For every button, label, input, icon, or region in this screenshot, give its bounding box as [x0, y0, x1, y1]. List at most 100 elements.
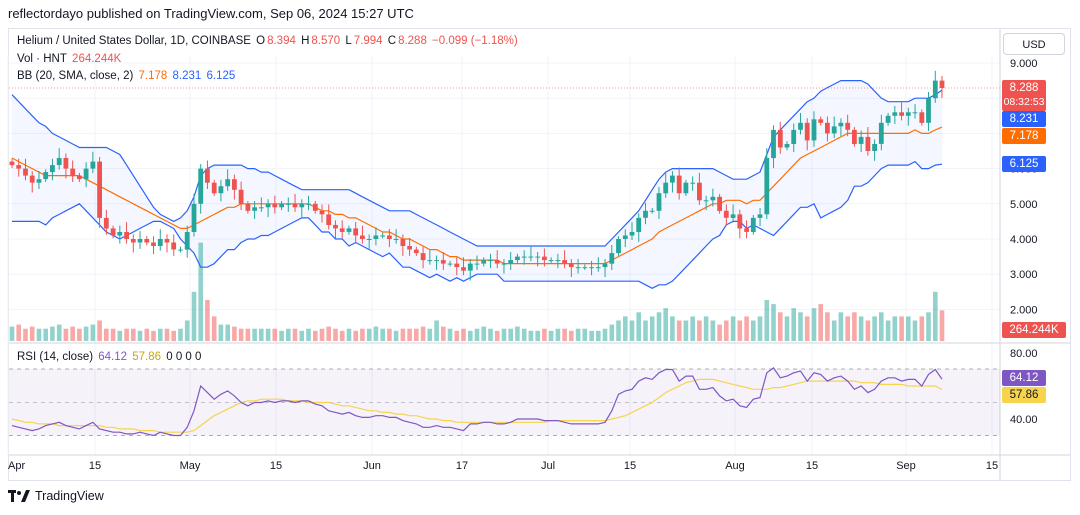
- bb-basis-tag: 7.178: [1002, 128, 1046, 144]
- candle-body: [110, 228, 116, 236]
- candle-body: [690, 182, 696, 184]
- candle-body: [43, 172, 49, 180]
- candle: [494, 250, 500, 269]
- candle: [103, 209, 109, 235]
- rsi-value: 64.12: [98, 351, 128, 363]
- candle: [501, 259, 507, 274]
- candle-body: [211, 182, 217, 194]
- volume-bar: [919, 316, 925, 341]
- volume-bar: [366, 328, 372, 341]
- volume-bar: [528, 330, 534, 342]
- candle: [643, 202, 648, 225]
- candle-body: [737, 214, 743, 229]
- volume-bar: [360, 328, 365, 341]
- candle-body: [380, 235, 386, 237]
- volume-bar: [724, 320, 729, 341]
- volume-bar: [380, 328, 385, 341]
- candle: [77, 172, 82, 182]
- candle-body: [777, 129, 783, 148]
- candle: [56, 148, 62, 170]
- time-tick-label: 17: [456, 460, 468, 472]
- candle-body: [872, 144, 877, 151]
- symbol-name[interactable]: Helium / United States Dollar, 1D, COINB…: [17, 35, 251, 47]
- volume-bar: [110, 328, 116, 341]
- close-value: 8.288: [398, 35, 427, 47]
- volume-bar: [555, 328, 561, 341]
- candle: [454, 257, 460, 276]
- rsi-tick-label: 40.00: [1010, 414, 1038, 426]
- volume-bar: [683, 320, 689, 341]
- bb-label[interactable]: BB (20, SMA, close, 2): [17, 70, 134, 82]
- volume-bar: [70, 326, 75, 341]
- volume-label[interactable]: Vol · HNT: [17, 53, 67, 65]
- volume-bar: [137, 330, 143, 342]
- candle: [97, 156, 102, 228]
- volume-bar: [50, 326, 55, 341]
- volume-bar: [104, 328, 109, 341]
- volume-bar: [400, 328, 406, 341]
- volume-bar: [63, 328, 69, 341]
- candle-body: [440, 260, 446, 264]
- candle-body: [205, 168, 210, 183]
- candle: [568, 259, 574, 278]
- volume-bar: [535, 330, 540, 342]
- tradingview-logo-icon[interactable]: [8, 490, 30, 502]
- volume-bar: [184, 320, 190, 341]
- volume-bar: [259, 328, 264, 341]
- candle-body: [333, 224, 338, 229]
- candle-body: [771, 129, 776, 159]
- rsi-pane: [9, 367, 1000, 437]
- candle: [144, 236, 150, 246]
- candle: [400, 234, 406, 256]
- candle: [508, 252, 514, 270]
- volume-bar: [838, 312, 844, 341]
- countdown-value: 08:32:53: [1003, 96, 1045, 108]
- volume-bar: [629, 320, 635, 341]
- candle-body: [750, 217, 756, 232]
- close-label: C: [387, 35, 397, 47]
- candle: [690, 176, 696, 191]
- candle: [427, 250, 433, 265]
- candle: [528, 246, 534, 262]
- volume-bar: [703, 316, 709, 341]
- volume-bar: [272, 328, 278, 341]
- footer-brand[interactable]: TradingView: [35, 489, 104, 503]
- candle-body: [878, 122, 884, 144]
- volume-bar: [454, 330, 460, 342]
- volume-bar: [29, 326, 35, 341]
- candle-body: [488, 260, 493, 262]
- volume-bar: [211, 316, 217, 341]
- last-price-value: 8.288: [1009, 82, 1039, 94]
- candle-body: [29, 175, 35, 183]
- volume-bar: [56, 324, 62, 341]
- volume-bar: [562, 328, 567, 341]
- rsi-label[interactable]: RSI (14, close): [17, 351, 94, 363]
- legend-volume-row: Vol · HNT 264.244K: [17, 53, 123, 65]
- candle-body: [818, 119, 824, 123]
- candle-body: [232, 179, 237, 190]
- volume-bar: [9, 326, 15, 341]
- time-tick-label: 15: [624, 460, 636, 472]
- candle: [616, 236, 621, 256]
- candle: [899, 102, 904, 121]
- candle-body: [407, 246, 412, 250]
- candle-body: [912, 112, 918, 114]
- candle: [232, 174, 237, 200]
- chart-container[interactable]: [8, 28, 1071, 481]
- candle: [413, 246, 419, 256]
- candle-body: [50, 165, 55, 173]
- candle: [905, 107, 911, 126]
- candle: [636, 213, 642, 242]
- volume-bar: [791, 308, 796, 341]
- candle: [710, 188, 716, 207]
- candle: [272, 195, 278, 214]
- time-tick-label: Jul: [541, 460, 555, 472]
- volume-bar: [144, 328, 150, 341]
- volume-bars: [9, 242, 945, 342]
- candle: [515, 253, 520, 263]
- open-value: 8.394: [267, 35, 296, 47]
- volume-bar: [717, 324, 722, 341]
- currency-button[interactable]: USD: [1003, 33, 1065, 55]
- legend-rsi-row: RSI (14, close) 64.12 57.86 0 0 0 0: [17, 351, 203, 363]
